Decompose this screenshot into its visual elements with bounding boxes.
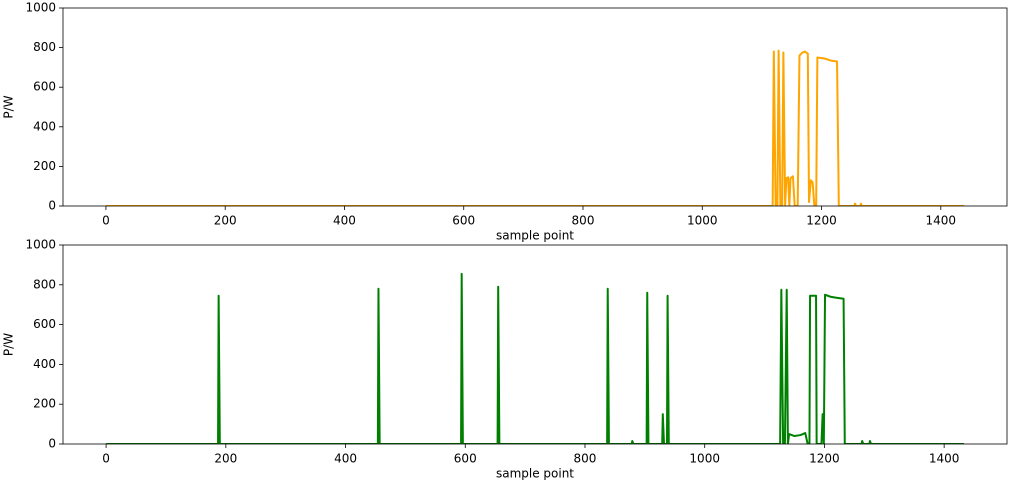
- y-tick-label: 600: [33, 80, 56, 94]
- y-tick-label: 0: [48, 199, 56, 213]
- y-tick-label: 200: [33, 397, 56, 411]
- y-tick-label: 800: [33, 277, 56, 291]
- x-axis-label: sample point: [496, 467, 574, 481]
- x-tick-label: 600: [452, 214, 475, 228]
- y-axis-label: P/W: [2, 333, 16, 356]
- x-tick-label: 400: [334, 452, 357, 466]
- x-tick-label: 1200: [806, 214, 837, 228]
- x-tick-label: 1000: [689, 452, 720, 466]
- x-tick-label: 800: [572, 214, 595, 228]
- x-tick-label: 800: [574, 452, 597, 466]
- x-tick-label: 0: [102, 452, 110, 466]
- y-tick-label: 400: [33, 119, 56, 133]
- x-tick-label: 1400: [929, 452, 960, 466]
- x-tick-label: 0: [102, 214, 110, 228]
- y-tick-label: 600: [33, 317, 56, 331]
- y-tick-label: 0: [48, 437, 56, 451]
- y-tick-label: 400: [33, 357, 56, 371]
- series-line: [105, 49, 965, 206]
- y-tick-label: 1000: [25, 238, 56, 252]
- plot-frame: [62, 7, 1008, 207]
- series-line: [106, 272, 964, 444]
- y-axis-label: P/W: [2, 95, 16, 118]
- y-tick-label: 1000: [25, 1, 56, 15]
- x-tick-label: 1200: [809, 452, 840, 466]
- x-tick-label: 1000: [687, 214, 718, 228]
- x-tick-label: 400: [333, 214, 356, 228]
- y-tick-label: 200: [33, 159, 56, 173]
- y-tick-label: 800: [33, 40, 56, 54]
- x-tick-label: 1400: [926, 214, 957, 228]
- x-axis-label: sample point: [496, 229, 574, 243]
- plot-frame: [62, 244, 1008, 445]
- x-tick-label: 600: [454, 452, 477, 466]
- x-tick-label: 200: [214, 452, 237, 466]
- x-tick-label: 200: [214, 214, 237, 228]
